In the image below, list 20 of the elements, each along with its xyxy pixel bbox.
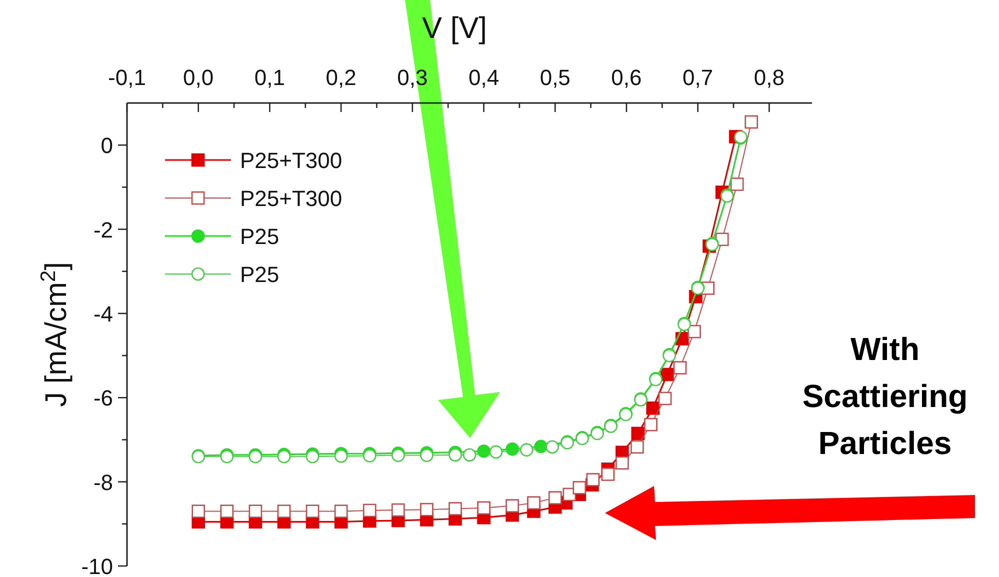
y-tick-label: -4 [93, 301, 113, 326]
x-tick-label: 0,0 [183, 65, 214, 90]
y-tick-label: -8 [93, 470, 113, 495]
y-tick-label: -10 [81, 554, 113, 577]
x-tick-label: 0,1 [254, 65, 286, 90]
x-tick-label: 0,6 [611, 65, 642, 90]
x-tick-label: 0,4 [468, 65, 500, 90]
annotation: With Scattiering Particles [802, 331, 968, 461]
y-tick-label: 0 [100, 133, 113, 158]
y-tick-label: -2 [93, 217, 113, 242]
legend-label: P25 [240, 224, 280, 249]
x-tick-label: 0,8 [754, 65, 784, 90]
legend-label: P25+T300 [240, 186, 342, 211]
x-tick-label: 0,5 [540, 65, 570, 90]
legend-label: P25 [240, 262, 280, 287]
legend-label: P25+T300 [240, 148, 342, 173]
x-tick-label: -0,1 [108, 65, 146, 90]
x-tick-label: 0,7 [682, 65, 714, 90]
y-tick-label: -6 [93, 386, 113, 411]
x-tick-label: 0,2 [326, 65, 356, 90]
